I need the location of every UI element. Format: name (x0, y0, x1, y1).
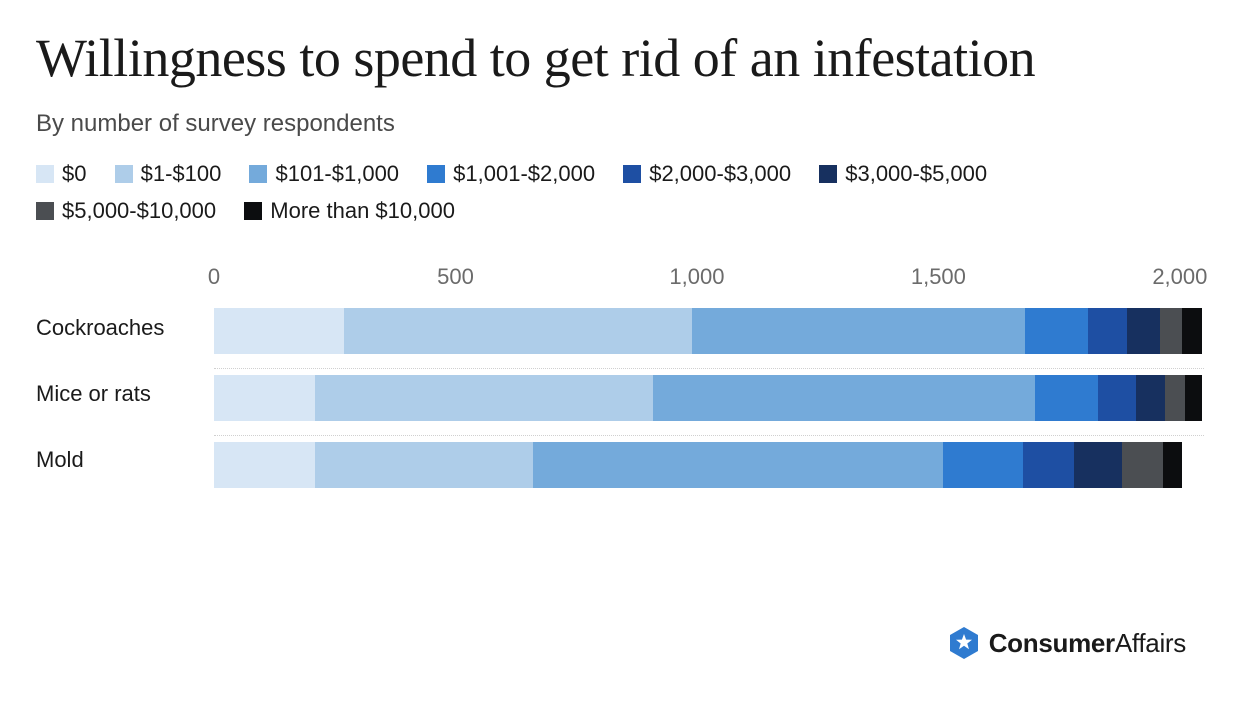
legend-label: More than $10,000 (270, 193, 455, 228)
bar-segment (1088, 308, 1127, 354)
legend-item: $1,001-$2,000 (427, 156, 595, 191)
bar-segment (1098, 375, 1137, 421)
chart-subtitle: By number of survey respondents (36, 110, 1204, 138)
legend-label: $1-$100 (141, 156, 222, 191)
bar-segment (1035, 375, 1098, 421)
bar-segment (943, 442, 1023, 488)
legend-item: $5,000-$10,000 (36, 193, 216, 228)
bar-segment (1185, 375, 1202, 421)
axis-tick: 1,500 (911, 264, 966, 290)
bar-segment (1165, 375, 1184, 421)
bar-segment (1160, 308, 1182, 354)
axis-tick: 500 (437, 264, 474, 290)
legend-swatch (427, 165, 445, 183)
legend-item: More than $10,000 (244, 193, 455, 228)
brand-attribution: ConsumerAffairs (949, 626, 1186, 660)
bar-stack (214, 442, 1182, 488)
bar-segment (692, 308, 1025, 354)
bar-segment (1136, 375, 1165, 421)
bar-segment (214, 308, 344, 354)
plot: 05001,0001,5002,000 (214, 256, 1204, 502)
legend-swatch (36, 165, 54, 183)
legend-item: $0 (36, 156, 86, 191)
bar-segment (214, 442, 315, 488)
bar-row (214, 368, 1204, 421)
legend-swatch (623, 165, 641, 183)
legend-label: $0 (62, 156, 86, 191)
row-labels: Cockroaches Mice or rats Mold (36, 256, 214, 502)
axis-tick: 1,000 (669, 264, 724, 290)
chart-title: Willingness to spend to get rid of an in… (36, 28, 1086, 88)
bar-stack (214, 308, 1202, 354)
legend-label: $101-$1,000 (275, 156, 399, 191)
legend-item: $101-$1,000 (249, 156, 399, 191)
row-label: Mold (36, 434, 214, 486)
brand-name-light: Affairs (1115, 628, 1186, 658)
bar-segment (1023, 442, 1074, 488)
bars (214, 302, 1204, 488)
bar-segment (315, 442, 532, 488)
legend-label: $3,000-$5,000 (845, 156, 987, 191)
bar-segment (1074, 442, 1122, 488)
bar-segment (344, 308, 692, 354)
chart-container: Willingness to spend to get rid of an in… (0, 0, 1240, 718)
legend-swatch (36, 202, 54, 220)
bar-row (214, 435, 1204, 488)
legend-label: $5,000-$10,000 (62, 193, 216, 228)
legend-item: $1-$100 (115, 156, 222, 191)
legend-swatch (244, 202, 262, 220)
bar-segment (1025, 308, 1088, 354)
chart-area: Cockroaches Mice or rats Mold 0 500 1,000 1,5… (36, 256, 1204, 502)
bar-segment (214, 375, 315, 421)
row-label: Mice or rats (36, 368, 214, 420)
legend-swatch (115, 165, 133, 183)
legend-item: $3,000-$5,000 (819, 156, 987, 191)
bar-segment (315, 375, 653, 421)
legend-swatch (819, 165, 837, 183)
x-axis: 05001,0001,5002,000 (214, 256, 1204, 302)
bar-segment (1127, 308, 1161, 354)
legend: $0 $1-$100 $101-$1,000 $1,001-$2,000 $2,… (36, 156, 1204, 230)
brand-text: ConsumerAffairs (989, 628, 1186, 659)
brand-badge-icon (949, 626, 979, 660)
bar-segment (653, 375, 1035, 421)
legend-swatch (249, 165, 267, 183)
legend-label: $1,001-$2,000 (453, 156, 595, 191)
bar-stack (214, 375, 1202, 421)
axis-tick: 0 (208, 264, 220, 290)
bar-row (214, 302, 1204, 354)
legend-item: $2,000-$3,000 (623, 156, 791, 191)
legend-label: $2,000-$3,000 (649, 156, 791, 191)
brand-name-bold: Consumer (989, 628, 1115, 658)
bar-segment (1182, 308, 1201, 354)
bar-segment (533, 442, 943, 488)
axis-tick: 2,000 (1152, 264, 1207, 290)
bar-segment (1163, 442, 1182, 488)
bar-segment (1122, 442, 1163, 488)
row-label: Cockroaches (36, 302, 214, 354)
